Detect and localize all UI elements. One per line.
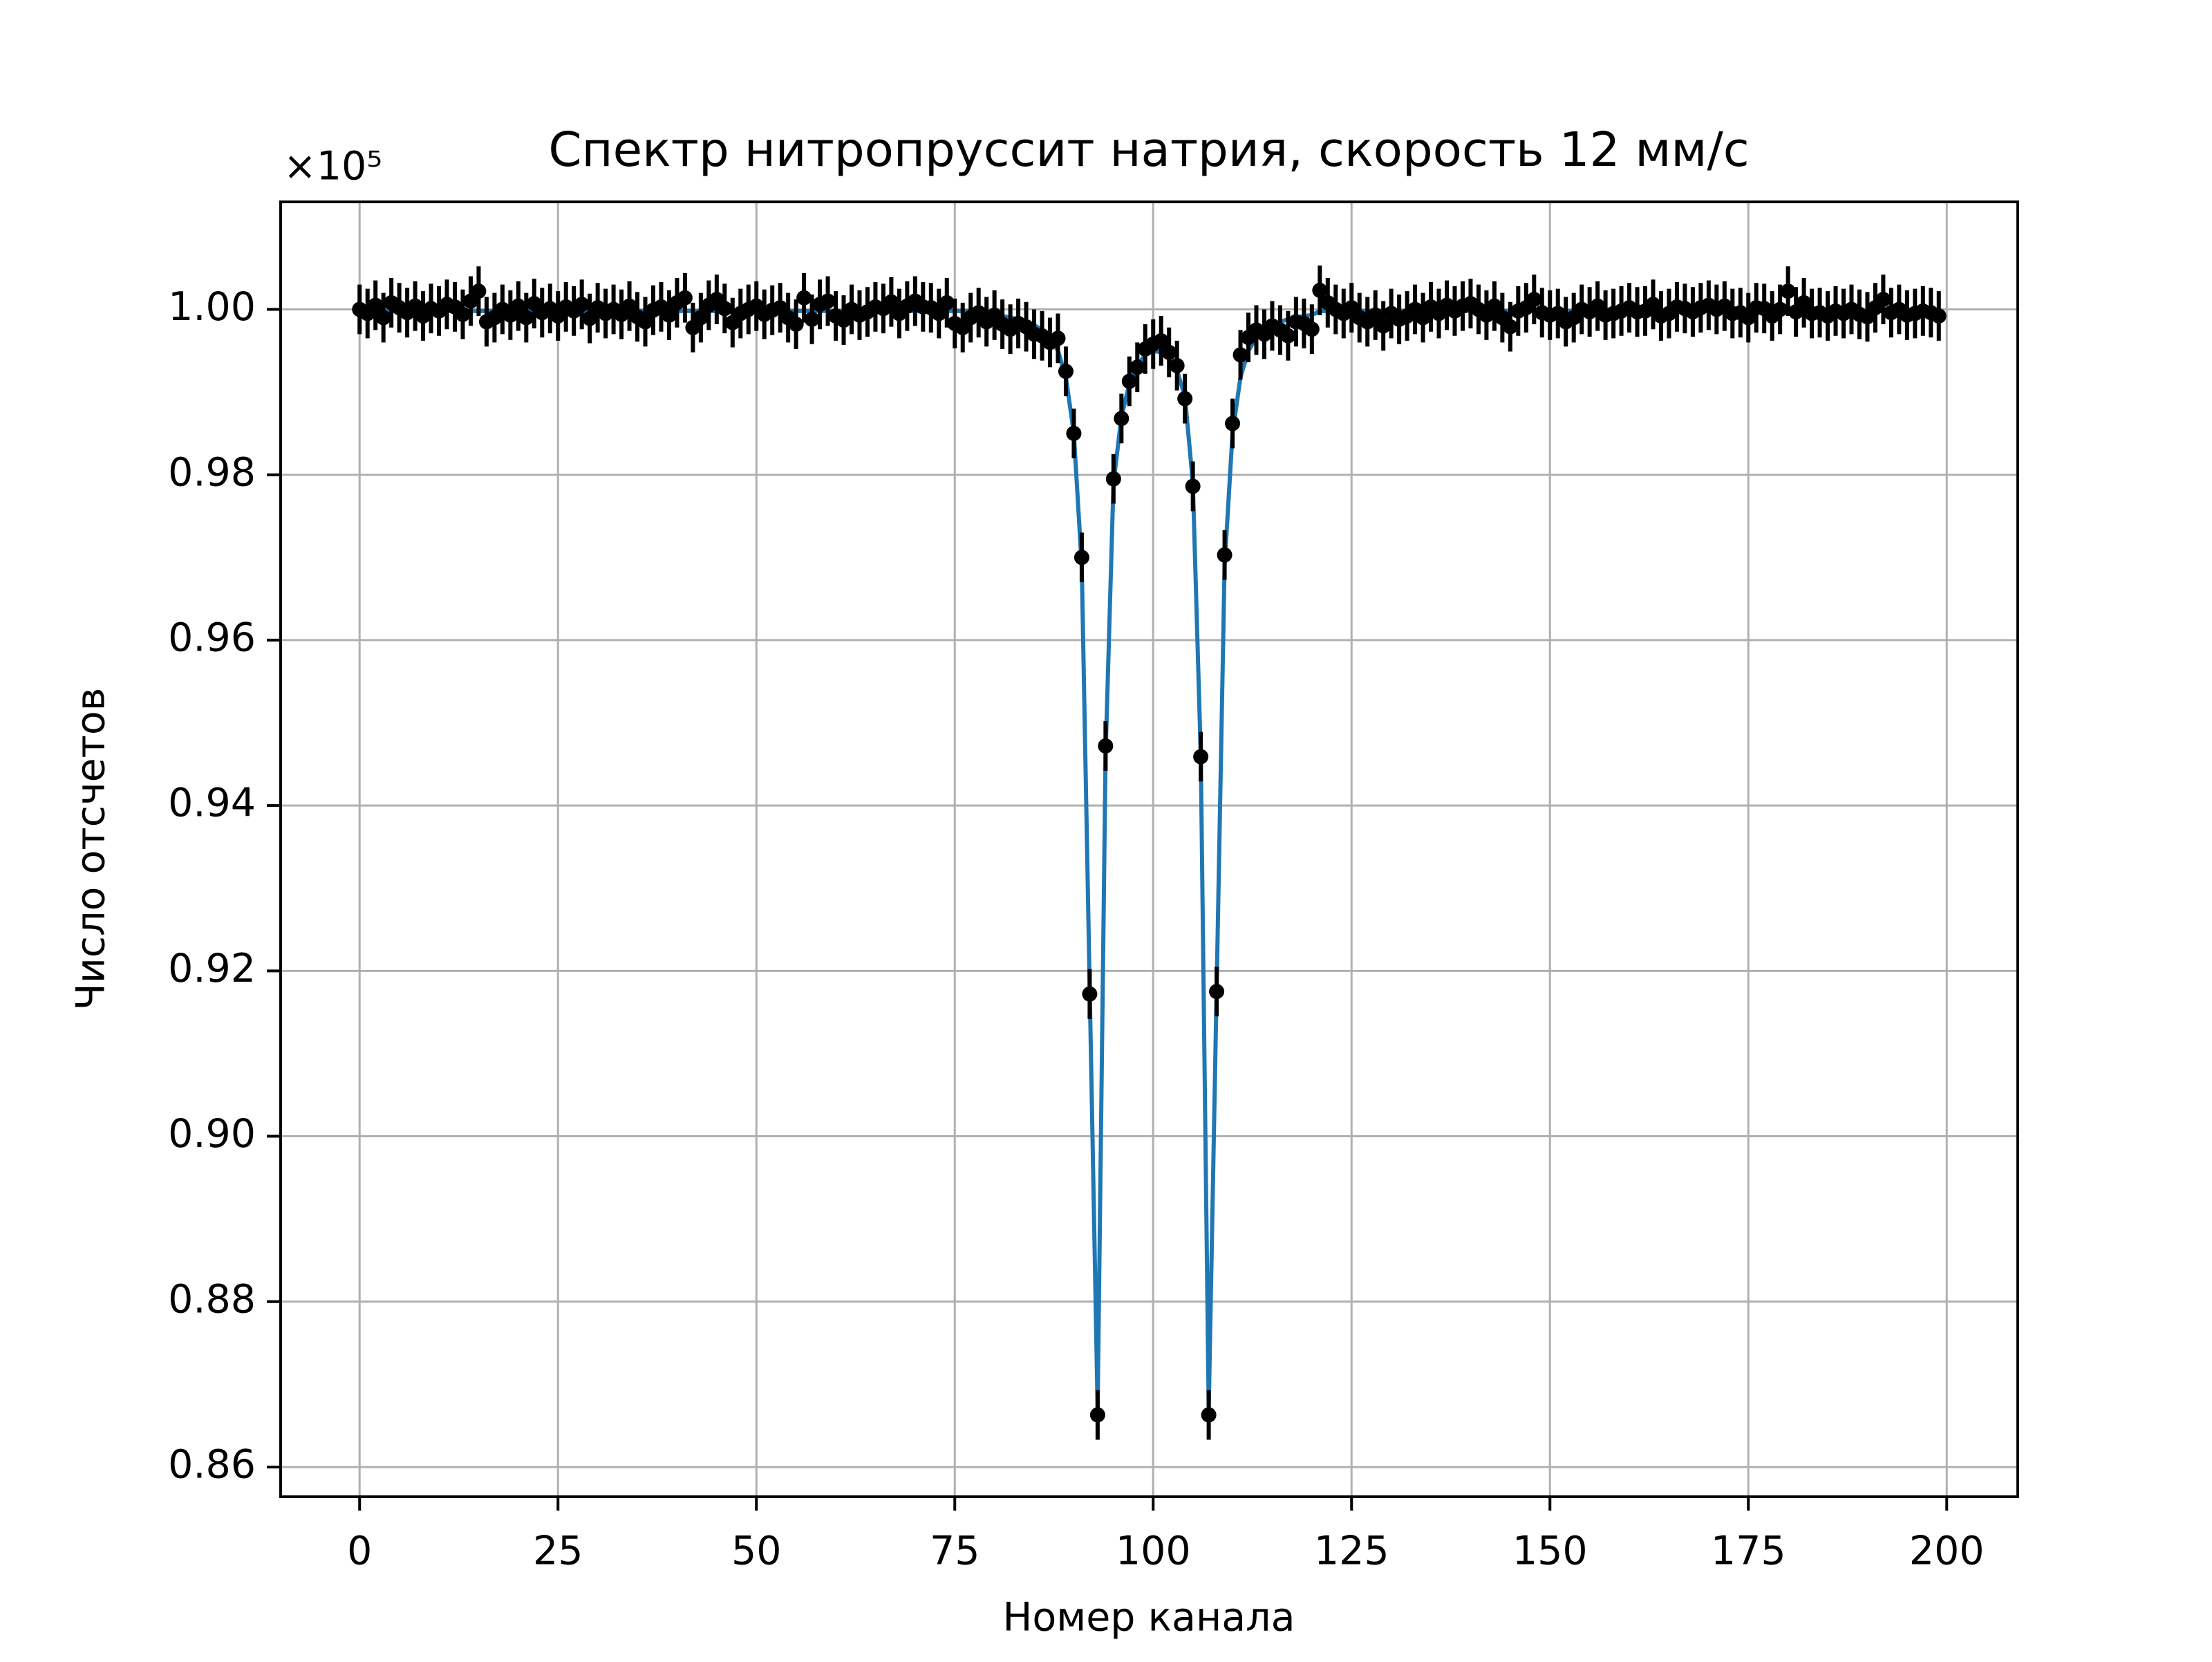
data-point xyxy=(1304,321,1320,337)
y-tick-label: 0.86 xyxy=(168,1442,256,1488)
data-point xyxy=(1931,308,1947,324)
data-point xyxy=(1089,1407,1105,1423)
data-point xyxy=(931,306,947,321)
data-point xyxy=(1114,411,1130,427)
data-point xyxy=(1185,478,1201,494)
data-point xyxy=(1201,1407,1217,1423)
data-point xyxy=(1502,319,1518,335)
data-point xyxy=(1312,282,1328,298)
plot-frame xyxy=(279,200,2019,1498)
data-point xyxy=(1193,749,1209,765)
data-point xyxy=(1169,357,1185,373)
data-point xyxy=(661,307,677,323)
data-point xyxy=(1367,307,1383,323)
x-tick-label: 200 xyxy=(1909,1529,1985,1574)
data-point xyxy=(574,297,590,312)
y-tick-label: 1.00 xyxy=(168,284,256,330)
x-tick-label: 175 xyxy=(1711,1529,1786,1574)
data-point xyxy=(375,310,391,326)
y-tick-label: 0.90 xyxy=(168,1111,256,1157)
x-tick-label: 75 xyxy=(930,1529,980,1574)
x-tick-label: 0 xyxy=(347,1529,372,1574)
data-point xyxy=(804,311,820,327)
data-point xyxy=(1161,344,1177,360)
data-point xyxy=(1177,391,1193,407)
data-point xyxy=(1050,330,1066,346)
x-axis-label: Номер канала xyxy=(1002,1595,1295,1641)
data-point xyxy=(1121,373,1137,389)
data-point xyxy=(693,310,709,326)
data-point xyxy=(717,301,733,317)
data-point xyxy=(1280,328,1296,344)
data-point xyxy=(1066,425,1082,441)
data-point xyxy=(1082,986,1098,1002)
data-point xyxy=(1074,550,1089,566)
data-point xyxy=(1415,310,1431,326)
data-point xyxy=(1645,297,1661,312)
y-offset-label: ×10⁵ xyxy=(283,144,382,189)
data-point xyxy=(1875,292,1891,308)
data-point xyxy=(582,310,598,326)
data-point xyxy=(1105,471,1121,487)
data-point xyxy=(939,295,955,310)
data-point xyxy=(836,312,852,328)
y-axis-label: Число отсчетов xyxy=(68,688,114,1011)
data-point xyxy=(1780,283,1796,299)
data-point xyxy=(1209,984,1225,1000)
x-tick-label: 100 xyxy=(1116,1529,1191,1574)
x-tick-label: 150 xyxy=(1512,1529,1588,1574)
y-tick-label: 0.94 xyxy=(168,781,256,826)
data-point xyxy=(1796,295,1812,310)
data-point xyxy=(455,306,471,322)
y-tick-label: 0.88 xyxy=(168,1276,256,1322)
x-tick-label: 50 xyxy=(731,1529,782,1574)
data-point xyxy=(788,317,804,333)
data-point xyxy=(1130,360,1145,375)
data-point xyxy=(1217,547,1232,563)
data-point xyxy=(1232,347,1248,363)
data-point xyxy=(1153,333,1169,348)
data-point xyxy=(677,290,693,306)
data-point xyxy=(471,283,487,299)
data-point xyxy=(883,294,899,310)
data-point xyxy=(621,298,637,314)
y-tick-label: 0.96 xyxy=(168,615,256,661)
x-tick-label: 125 xyxy=(1314,1529,1389,1574)
chart-title: Спектр нитропруссит натрия, скорость 12 … xyxy=(548,122,1749,178)
x-tick-label: 25 xyxy=(533,1529,583,1574)
data-point xyxy=(820,293,836,309)
data-point xyxy=(368,297,384,313)
y-tick-label: 0.98 xyxy=(168,449,256,495)
y-tick-label: 0.92 xyxy=(168,946,256,991)
data-point xyxy=(1098,738,1114,754)
data-point xyxy=(1058,364,1074,380)
data-point xyxy=(1772,301,1788,317)
data-point xyxy=(510,298,526,314)
data-point xyxy=(518,310,534,326)
data-point xyxy=(1376,318,1391,334)
data-point xyxy=(637,314,653,330)
data-point xyxy=(1526,292,1542,308)
data-point xyxy=(796,290,812,306)
data-point xyxy=(1486,298,1502,314)
data-point xyxy=(1225,416,1241,431)
